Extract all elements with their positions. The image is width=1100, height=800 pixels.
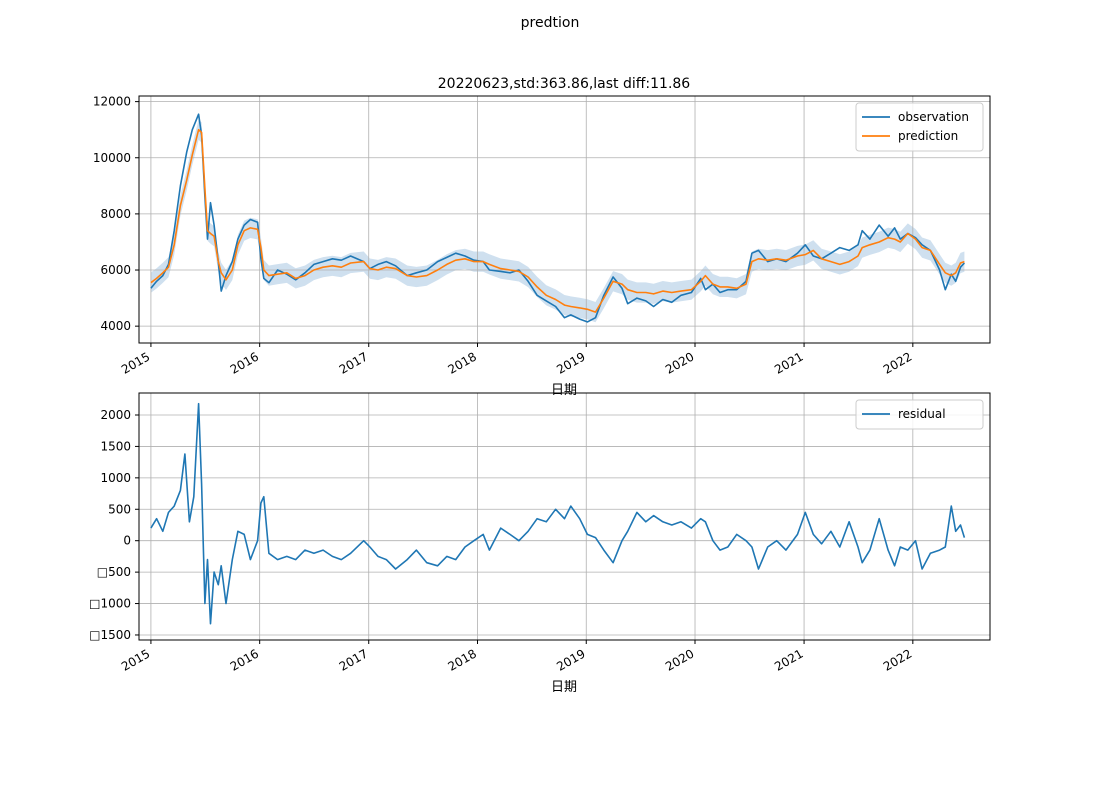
prediction-legend: observation prediction [855,102,984,152]
prediction-y-tick-label: 4000 [100,319,131,333]
prediction-y-tick-label: 6000 [100,263,131,277]
figure-suptitle: predtion [521,15,580,31]
prediction-panel: 20220623,std:363.86,last diff:11.86 2015… [93,76,991,398]
legend-label-prediction: prediction [898,129,958,143]
residual-y-tick-label: 2000 [100,408,131,422]
prediction-y-tick-label: 8000 [100,207,131,221]
prediction-axes-frame [138,95,991,344]
residual-y-tick-label: □1000 [89,597,131,611]
series-line-prediction [150,128,965,313]
residual-y-tick-label: 0 [123,534,131,548]
residual-y-tick-label: □1500 [89,628,131,642]
residual-x-axis-label: 日期 [551,680,577,695]
prediction-confidence-band [150,119,965,323]
residual-panel: 2015 2016 2017 2018 2019 2020 2021 2022□1500□10… [89,392,991,695]
legend-label-residual: residual [898,407,946,421]
prediction-legend-box [855,102,984,152]
residual-axes-frame [138,392,991,641]
prediction-y-tick-label: 10000 [93,151,131,165]
residual-y-tick-label: 1000 [100,471,131,485]
residual-legend-box [855,399,984,430]
residual-legend: residual [855,399,984,430]
prediction-panel-title: 20220623,std:363.86,last diff:11.86 [438,76,691,92]
residual-y-tick-label: □500 [97,565,131,579]
residual-plot-area: 2015 2016 2017 2018 2019 2020 2021 2022□1500□10… [89,392,991,674]
prediction-x-axis-label: 日期 [551,383,577,398]
residual-y-tick-label: 500 [108,502,131,516]
series-line-observation [150,113,965,323]
series-line-residual [150,402,966,625]
prediction-y-tick-label: 12000 [93,95,131,109]
legend-label-observation: observation [898,110,969,124]
prediction-plot-area: 2015 2016 2017 2018 2019 2020 2021 202240006000… [93,95,991,377]
residual-y-tick-label: 1500 [100,439,131,453]
